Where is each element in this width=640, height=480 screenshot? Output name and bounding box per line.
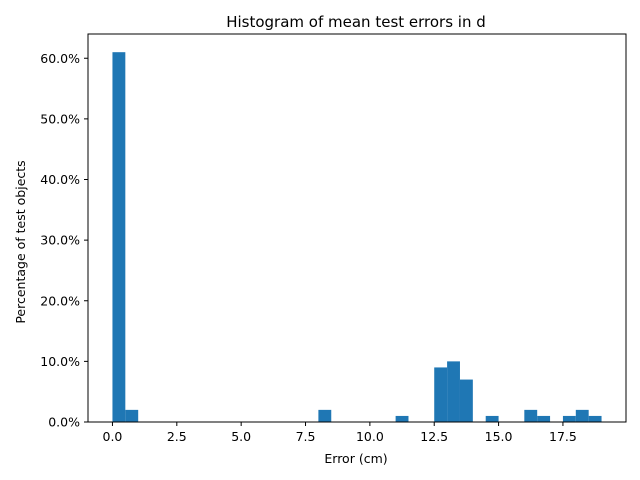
histogram-bar-1 bbox=[125, 409, 139, 422]
axes-group: 0.0 2.5 5.0 7.5 10.0 12.5 15.0 17.5 0.0% 10.0% 20.… bbox=[40, 33, 627, 444]
x-tick-label-0: 0.0 bbox=[103, 429, 123, 444]
x-tick-label-3: 7.5 bbox=[296, 429, 316, 444]
plot-frame bbox=[87, 33, 627, 423]
y-tick-label-4: 40.0% bbox=[40, 172, 80, 187]
x-tick-label-1: 2.5 bbox=[167, 429, 187, 444]
chart-title: Histogram of mean test errors in d bbox=[226, 13, 486, 31]
histogram-bar-10 bbox=[562, 415, 576, 422]
histogram-bar-4 bbox=[434, 367, 448, 422]
y-tick-label-2: 20.0% bbox=[40, 293, 80, 308]
x-axis-label: Error (cm) bbox=[324, 451, 387, 466]
x-tick-label-6: 15.0 bbox=[485, 429, 513, 444]
histogram-bar-12 bbox=[588, 415, 602, 422]
y-axis-label: Percentage of test objects bbox=[13, 160, 28, 323]
histogram-bar-2 bbox=[318, 409, 332, 422]
histogram-bar-5 bbox=[447, 361, 460, 422]
histogram-bar-8 bbox=[524, 409, 538, 422]
x-tick-label-2: 5.0 bbox=[231, 429, 251, 444]
histogram-bar-11 bbox=[575, 409, 589, 422]
x-tick-label-7: 17.5 bbox=[549, 429, 577, 444]
histogram-bar-7 bbox=[485, 415, 499, 422]
x-tick-label-4: 10.0 bbox=[356, 429, 384, 444]
y-tick-label-5: 50.0% bbox=[40, 111, 80, 126]
bars-group bbox=[112, 52, 602, 422]
y-tick-label-6: 60.0% bbox=[40, 51, 80, 66]
y-tick-label-1: 10.0% bbox=[40, 354, 80, 369]
x-tick-label-5: 12.5 bbox=[420, 429, 448, 444]
histogram-bar-3 bbox=[395, 415, 409, 422]
histogram-bar-9 bbox=[537, 415, 551, 422]
y-tick-label-0: 0.0% bbox=[48, 415, 80, 430]
histogram-bar-6 bbox=[459, 379, 473, 422]
y-tick-label-3: 30.0% bbox=[40, 233, 80, 248]
histogram-bar-0 bbox=[112, 52, 126, 422]
